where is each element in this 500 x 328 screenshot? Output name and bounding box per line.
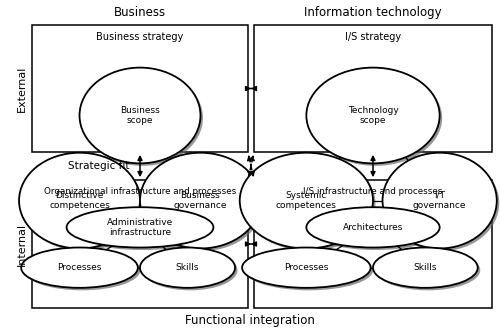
Text: Functional integration: Functional integration xyxy=(185,314,315,327)
Ellipse shape xyxy=(306,207,440,248)
Text: Distinctive
competences: Distinctive competences xyxy=(49,191,110,210)
FancyArrowPatch shape xyxy=(371,156,375,175)
Ellipse shape xyxy=(69,210,216,250)
Ellipse shape xyxy=(24,250,140,290)
FancyArrowPatch shape xyxy=(248,156,254,175)
Text: Skills: Skills xyxy=(414,263,437,272)
Bar xyxy=(254,25,492,152)
Ellipse shape xyxy=(142,250,238,290)
Ellipse shape xyxy=(19,153,140,249)
Ellipse shape xyxy=(382,153,497,249)
Ellipse shape xyxy=(140,248,235,288)
Ellipse shape xyxy=(385,155,500,251)
Ellipse shape xyxy=(373,248,478,288)
Text: Technology
scope: Technology scope xyxy=(348,106,399,125)
Text: Business: Business xyxy=(114,6,166,19)
Text: I/S infrastructure and processes: I/S infrastructure and processes xyxy=(304,187,442,196)
Ellipse shape xyxy=(376,250,480,290)
Ellipse shape xyxy=(306,68,440,163)
Text: Business strategy: Business strategy xyxy=(96,32,184,42)
Text: Business
governance: Business governance xyxy=(174,191,227,210)
Bar xyxy=(32,25,248,152)
Text: Skills: Skills xyxy=(176,263,200,272)
FancyArrowPatch shape xyxy=(138,156,142,175)
Ellipse shape xyxy=(140,153,261,249)
Text: Information technology: Information technology xyxy=(304,6,442,19)
Bar xyxy=(254,180,492,308)
Text: Architectures: Architectures xyxy=(343,223,403,232)
Ellipse shape xyxy=(309,70,442,166)
Text: Organizational infrastructure and processes: Organizational infrastructure and proces… xyxy=(44,187,236,196)
Text: I/S strategy: I/S strategy xyxy=(345,32,401,42)
Text: Systemic
competences: Systemic competences xyxy=(276,191,337,210)
Ellipse shape xyxy=(66,207,214,248)
Ellipse shape xyxy=(242,248,370,288)
FancyArrowPatch shape xyxy=(246,87,256,91)
Ellipse shape xyxy=(80,68,200,163)
Ellipse shape xyxy=(22,155,142,251)
Ellipse shape xyxy=(240,153,373,249)
FancyArrowPatch shape xyxy=(246,242,256,246)
Text: Business
scope: Business scope xyxy=(120,106,160,125)
Ellipse shape xyxy=(244,250,373,290)
Text: Processes: Processes xyxy=(284,263,329,272)
Text: Processes: Processes xyxy=(58,263,102,272)
Ellipse shape xyxy=(21,248,138,288)
FancyArrowPatch shape xyxy=(248,156,254,175)
Text: External: External xyxy=(17,65,27,112)
Bar xyxy=(32,180,248,308)
Text: I/T
governance: I/T governance xyxy=(413,191,467,210)
Text: Strategic fit: Strategic fit xyxy=(68,161,130,171)
Ellipse shape xyxy=(242,155,376,251)
Ellipse shape xyxy=(309,210,442,250)
Ellipse shape xyxy=(82,70,203,166)
Text: Administrative
infrastructure: Administrative infrastructure xyxy=(107,218,173,237)
Text: Internal: Internal xyxy=(17,222,27,266)
Ellipse shape xyxy=(142,155,264,251)
